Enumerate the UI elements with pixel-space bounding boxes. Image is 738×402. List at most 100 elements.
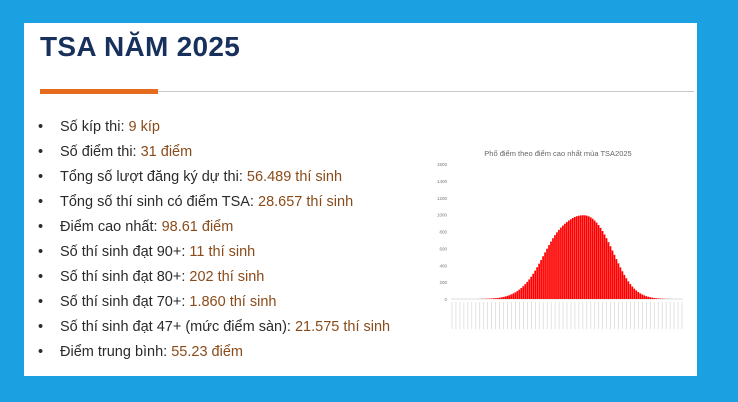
bar [520,288,523,299]
bar [657,298,659,299]
bar [579,215,582,299]
bar [623,274,626,299]
bar [490,298,493,299]
bar [500,297,503,299]
bar [514,292,517,299]
bullet-icon: • [38,269,44,285]
score-distribution-chart: Phổ điểm theo điểm cao nhất mùa TSA2025 … [427,144,689,361]
y-tick-label: 400 [439,263,447,268]
fact-scored-candidates: • Tổng số thí sinh có điểm TSA: 28.657 th… [38,190,390,215]
title-divider [40,91,694,92]
bar [542,256,544,299]
bullet-icon: • [38,344,44,360]
bar [619,267,622,299]
bar [534,270,537,299]
bar [518,289,521,299]
bar [643,295,646,299]
bar [496,297,499,299]
fact-label: Tổng số thí sinh có điểm TSA: [60,194,258,210]
fact-value: 56.489 thí sinh [246,169,343,185]
bar [617,263,620,299]
bar [611,250,614,299]
fact-label: Số thí sinh đạt 47+ (mức điểm sàn): [60,319,295,335]
bullet-icon: • [38,219,44,235]
bar [651,297,654,299]
bar [577,215,580,299]
bar [575,216,578,299]
bar [631,286,634,299]
bar [609,246,612,299]
bar [504,296,507,299]
y-tick-label: 800 [439,230,447,235]
bar [603,234,606,299]
fact-label: Số thí sinh đạt 70+: [60,294,190,310]
fact-value: 1.860 thí sinh [189,294,277,310]
y-axis: 0 200 400 600 800 1000 1200 1400 1600 [437,162,683,302]
bar [587,216,590,299]
bar [597,225,600,299]
bar [544,252,546,299]
fact-value: 202 thí sinh [189,269,265,285]
bullet-icon: • [38,294,44,310]
fact-label: Điểm cao nhất: [60,219,162,235]
chart-title: Phổ điểm theo điểm cao nhất mùa TSA2025 [484,149,631,158]
fact-label: Số thí sinh đạt 90+: [60,244,190,260]
bar [621,271,624,299]
y-tick-label: 1600 [437,162,448,167]
bar [516,291,519,299]
fact-registrations: • Tổng số lượt đăng ký dự thi: 56.489 thí… [38,165,390,190]
bar [564,223,566,299]
y-tick-label: 200 [439,280,447,285]
bar [573,216,576,299]
bar [613,254,616,299]
bar [601,230,604,299]
fact-highest-score: • Điểm cao nhất: 98.61 điểm [38,215,390,240]
bar [560,227,562,299]
bars [478,215,671,299]
fact-value: 98.61 điểm [161,219,234,235]
fact-score-70-plus: • Số thí sinh đạt 70+: 1.860 thí sinh [38,290,390,315]
bar [512,293,515,299]
bar [653,297,655,299]
bar [508,295,511,299]
slide: TSA NĂM 2025 • Số kíp thi: 9 kíp • Số điểm… [24,23,697,376]
bar [641,294,644,299]
bullet-icon: • [38,319,44,335]
bar [645,296,648,299]
bar [552,238,554,299]
bar [528,279,531,299]
slide-title: TSA NĂM 2025 [40,31,241,62]
title-accent-bar [40,89,158,94]
fact-value: 28.657 thí sinh [258,194,354,210]
chart-svg: Phổ điểm theo điểm cao nhất mùa TSA2025 … [437,149,683,329]
y-tick-label: 1000 [437,213,448,218]
fact-score-47-plus: • Số thí sinh đạt 47+ (mức điểm sàn): 21.… [38,315,390,340]
y-tick-label: 1200 [437,196,448,201]
fact-label: Số thí sinh đạt 80+: [60,269,190,285]
fact-value: 21.575 thí sinh [294,319,391,335]
bullet-icon: • [38,194,44,210]
fact-value: 31 điểm [140,144,193,160]
bar [567,220,570,299]
bar [554,235,556,299]
bar [649,297,652,299]
x-axis [451,302,683,329]
bar [536,267,538,299]
fact-label: Số kíp thi: [60,119,129,135]
fact-exam-sites: • Số điểm thi: 31 điểm [38,140,390,165]
fact-score-80-plus: • Số thí sinh đạt 80+: 202 thí sinh [38,265,390,290]
bullet-icon: • [38,244,44,260]
bar [510,294,513,299]
fact-value: 11 thí sinh [189,244,256,260]
bar [556,232,558,299]
fact-score-90-plus: • Số thí sinh đạt 90+: 11 thí sinh [38,240,390,265]
bar [558,229,560,299]
bar [540,260,542,299]
bar [625,278,628,299]
bar [599,227,602,299]
fact-value: 9 kíp [128,119,160,135]
bar [607,242,610,299]
fact-value: 55.23 điểm [171,344,243,360]
bullet-icon: • [38,144,44,160]
fact-label: Tổng số lượt đăng ký dự thi: [60,169,247,185]
